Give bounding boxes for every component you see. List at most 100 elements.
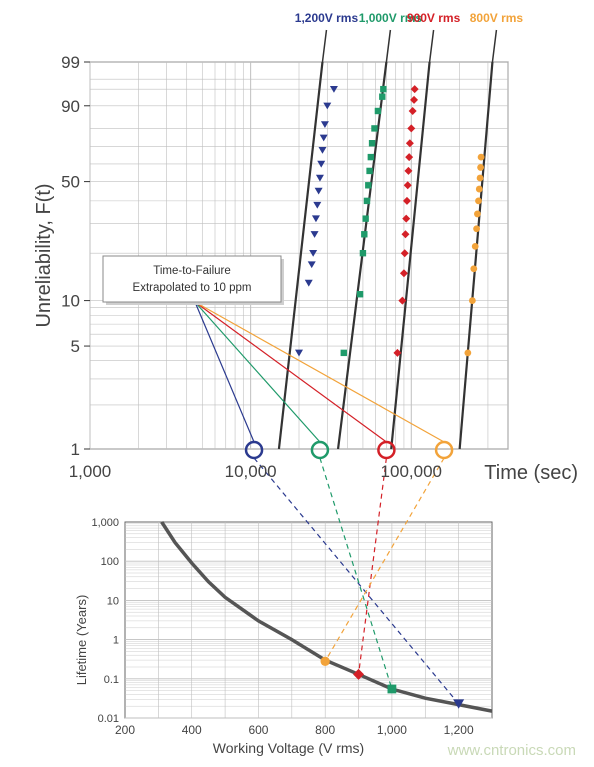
data-point <box>475 197 482 205</box>
extrapolation-line <box>194 301 255 443</box>
series-label-leader <box>428 29 435 63</box>
series-label: 1,200V rms <box>295 11 359 25</box>
data-point <box>405 153 414 162</box>
callout-box <box>102 255 282 303</box>
connector-line <box>324 457 445 662</box>
y-axis-label: Unreliability, F(t) <box>33 183 55 327</box>
lifetime-curve <box>160 521 493 713</box>
series-label: 900V rms <box>407 11 461 25</box>
data-point <box>399 269 408 278</box>
fit-line <box>277 61 324 450</box>
data-point <box>361 231 368 238</box>
data-point <box>408 106 417 115</box>
series-label-leader <box>491 29 498 63</box>
data-point <box>477 164 484 171</box>
data-point <box>410 95 419 104</box>
y-tick-label: 100 <box>101 556 119 568</box>
lifetime-point <box>387 684 397 694</box>
watermark: www.cntronics.com <box>447 742 576 759</box>
y-tick-label: 10 <box>107 595 119 607</box>
x-tick-label: 100,000 <box>381 462 442 481</box>
lifetime-point <box>320 656 330 666</box>
data-point <box>368 140 376 147</box>
data-point <box>295 349 303 357</box>
x-tick-label: 1,000 <box>377 723 407 737</box>
data-point <box>340 349 347 357</box>
y-tick-label: 10 <box>61 292 80 311</box>
y-tick-label: 0.1 <box>104 674 119 686</box>
x-axis-label: Working Voltage (V rms) <box>213 740 364 756</box>
data-point <box>374 107 382 115</box>
lifetime-point <box>353 668 365 680</box>
y-tick-label: 1 <box>113 635 119 647</box>
chart-marks <box>102 29 498 713</box>
data-point <box>359 249 367 257</box>
data-point <box>329 85 338 93</box>
chart-labels: 1 5 10 50 90 99 1,000 10,000 100,000 Time (sec) Un… <box>33 11 578 756</box>
data-point <box>400 249 409 258</box>
data-point <box>309 249 318 257</box>
fit-line <box>458 61 494 450</box>
y-tick-label: 90 <box>61 97 80 116</box>
lifetime-point <box>453 699 465 709</box>
data-point <box>402 196 411 205</box>
callout-line: Time-to-Failure <box>153 265 231 277</box>
data-point <box>468 297 476 304</box>
data-point <box>404 166 413 175</box>
y-tick-label: 99 <box>61 53 80 72</box>
fit-line <box>390 61 431 450</box>
data-point <box>474 210 481 218</box>
data-point <box>380 85 387 93</box>
callout-line: Extrapolated to 10 ppm <box>133 282 252 294</box>
y-tick-label: 50 <box>61 173 80 192</box>
data-point <box>402 214 411 223</box>
data-point <box>398 296 407 305</box>
data-point <box>362 215 369 222</box>
data-point <box>393 348 402 357</box>
x-tick-label: 800 <box>315 723 335 737</box>
data-point <box>318 147 327 154</box>
data-point <box>473 225 480 233</box>
series-label: 800V rms <box>470 11 524 25</box>
extrapolation-line <box>194 301 387 443</box>
data-point <box>320 121 329 128</box>
x-tick-label: 1,200 <box>444 723 474 737</box>
extrapolated-point <box>310 440 330 460</box>
series-label-leader <box>321 29 328 63</box>
data-point <box>315 174 324 182</box>
data-point <box>319 134 328 142</box>
data-point <box>323 102 332 110</box>
series-label: 1,000V rms <box>359 11 423 25</box>
data-point <box>471 243 479 250</box>
data-point <box>464 349 472 357</box>
x-axis-label: Time (sec) <box>484 462 578 484</box>
data-point <box>470 265 478 273</box>
data-point <box>307 261 316 269</box>
extrapolated-point <box>377 440 396 460</box>
y-tick-label: 1,000 <box>91 517 119 529</box>
x-tick-label: 200 <box>115 723 135 737</box>
connector-line <box>319 457 393 690</box>
data-point <box>403 181 412 190</box>
data-point <box>314 187 323 195</box>
data-point <box>371 125 378 132</box>
data-point <box>365 182 372 189</box>
data-point <box>367 153 375 161</box>
y-tick-label: 5 <box>71 337 80 356</box>
extrapolation-line <box>194 301 321 443</box>
x-tick-label: 600 <box>248 723 268 737</box>
data-point <box>476 174 484 182</box>
y-axis-label: Lifetime (Years) <box>74 595 89 686</box>
x-tick-label: 1,000 <box>69 462 112 481</box>
data-point <box>477 153 485 161</box>
data-point <box>310 231 319 238</box>
data-point <box>401 230 410 239</box>
y-tick-label: 1 <box>71 440 80 459</box>
data-point <box>304 279 313 287</box>
connector-line <box>357 457 387 675</box>
y-tick-label: 0.01 <box>98 713 119 725</box>
extrapolation-line <box>194 301 445 443</box>
data-point <box>407 124 416 133</box>
data-point <box>379 93 386 100</box>
